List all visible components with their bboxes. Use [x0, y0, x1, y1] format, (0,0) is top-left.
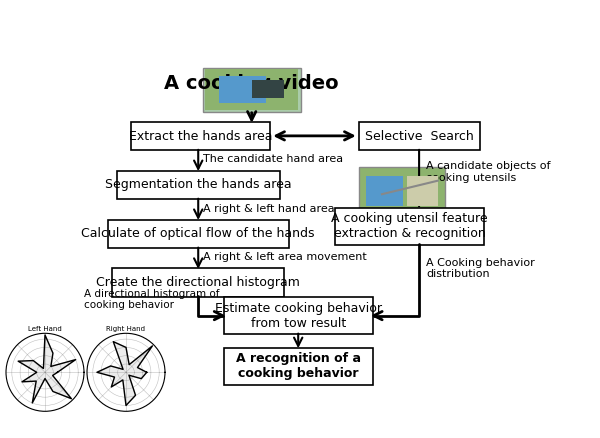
Text: A recognition of a
cooking behavior: A recognition of a cooking behavior — [236, 352, 361, 380]
Text: A right & left hand area: A right & left hand area — [203, 205, 335, 214]
FancyBboxPatch shape — [219, 76, 266, 103]
FancyBboxPatch shape — [252, 80, 284, 98]
FancyBboxPatch shape — [335, 208, 484, 245]
Text: A directional histogram of
cooking behavior: A directional histogram of cooking behav… — [84, 289, 220, 310]
Text: Create the directional histogram: Create the directional histogram — [96, 276, 300, 289]
FancyBboxPatch shape — [107, 219, 289, 248]
Text: A right & left area movement: A right & left area movement — [203, 252, 367, 262]
Text: A cooking utensil feature
extraction & recognition: A cooking utensil feature extraction & r… — [331, 212, 488, 240]
FancyBboxPatch shape — [359, 167, 445, 211]
Text: A Cooking behavior
distribution: A Cooking behavior distribution — [426, 258, 535, 279]
FancyBboxPatch shape — [224, 297, 373, 334]
Polygon shape — [18, 335, 76, 403]
Text: The candidate hand area: The candidate hand area — [203, 155, 343, 165]
Text: A cooking video: A cooking video — [164, 74, 339, 93]
Text: Estimate cooking behavior
from tow result: Estimate cooking behavior from tow resul… — [215, 302, 382, 330]
FancyBboxPatch shape — [117, 171, 280, 199]
Text: Extract the hands area: Extract the hands area — [129, 130, 272, 142]
FancyBboxPatch shape — [203, 68, 301, 112]
Title: Right Hand: Right Hand — [107, 325, 146, 332]
FancyBboxPatch shape — [407, 176, 438, 206]
Text: Segmentation the hands area: Segmentation the hands area — [105, 178, 292, 191]
Text: Calculate of optical flow of the hands: Calculate of optical flow of the hands — [82, 227, 315, 240]
Text: Selective  Search: Selective Search — [365, 130, 473, 142]
FancyBboxPatch shape — [205, 70, 298, 110]
Polygon shape — [97, 342, 152, 406]
Title: Left Hand: Left Hand — [28, 325, 62, 332]
FancyBboxPatch shape — [359, 122, 479, 150]
FancyBboxPatch shape — [365, 176, 403, 206]
FancyBboxPatch shape — [112, 268, 284, 297]
FancyBboxPatch shape — [131, 122, 271, 150]
Text: A candidate objects of
cooking utensils: A candidate objects of cooking utensils — [426, 162, 551, 183]
FancyBboxPatch shape — [224, 348, 373, 385]
